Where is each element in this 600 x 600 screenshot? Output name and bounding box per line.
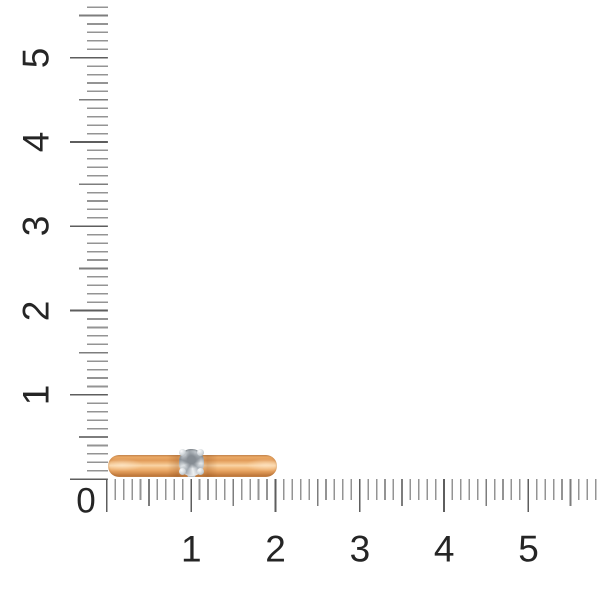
v-ruler-label-2: 2 xyxy=(15,300,57,321)
ring-band xyxy=(108,454,277,477)
prong-bottom-right xyxy=(197,468,204,475)
diamond-stone xyxy=(179,448,204,476)
h-ruler-label-5: 5 xyxy=(518,528,539,570)
v-ruler-label-5: 5 xyxy=(15,47,57,68)
prong-bottom-left xyxy=(179,468,186,475)
setting-basket xyxy=(183,466,200,477)
v-ruler-label-1: 1 xyxy=(15,384,57,406)
h-ruler-label-1: 1 xyxy=(181,528,202,570)
v-ruler-label-3: 3 xyxy=(15,216,57,237)
horizontal-ruler-ticks xyxy=(106,479,598,512)
h-ruler-label-4: 4 xyxy=(433,528,455,570)
ruler-origin-label: 0 xyxy=(76,481,96,521)
prong-top-left xyxy=(179,449,186,456)
vertical-ruler-ticks xyxy=(70,6,108,480)
v-ruler-label-4: 4 xyxy=(15,131,57,153)
h-ruler-label-3: 3 xyxy=(349,528,371,570)
h-ruler-label-2: 2 xyxy=(265,528,286,570)
prong-top-right xyxy=(197,449,204,456)
